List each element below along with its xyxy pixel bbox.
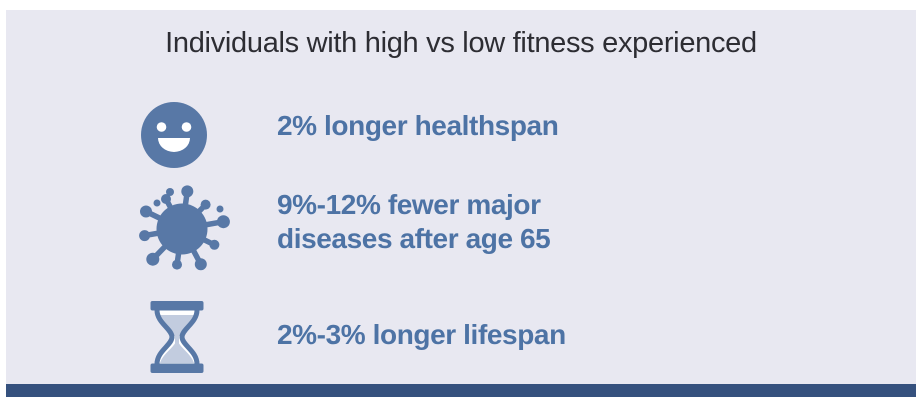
- hourglass-icon: [150, 301, 204, 373]
- infographic-panel: [6, 10, 916, 384]
- virus-icon: [139, 185, 230, 271]
- lifespan-stat-line: 2%-3% longer lifespan: [277, 319, 566, 350]
- smiley-face-icon: [141, 102, 207, 168]
- diseases-stat-line-1: 9%-12% fewer major: [277, 189, 541, 220]
- footer-accent-bar: [6, 384, 916, 397]
- diseases-stat: 9%-12% fewer major diseases after age 65: [277, 188, 551, 256]
- healthspan-stat: 2% longer healthspan: [277, 109, 559, 143]
- lifespan-stat: 2%-3% longer lifespan: [277, 318, 566, 352]
- diseases-stat-line-2: diseases after age 65: [277, 223, 551, 254]
- infographic-title: Individuals with high vs low fitness exp…: [165, 27, 757, 59]
- healthspan-stat-line: 2% longer healthspan: [277, 110, 559, 141]
